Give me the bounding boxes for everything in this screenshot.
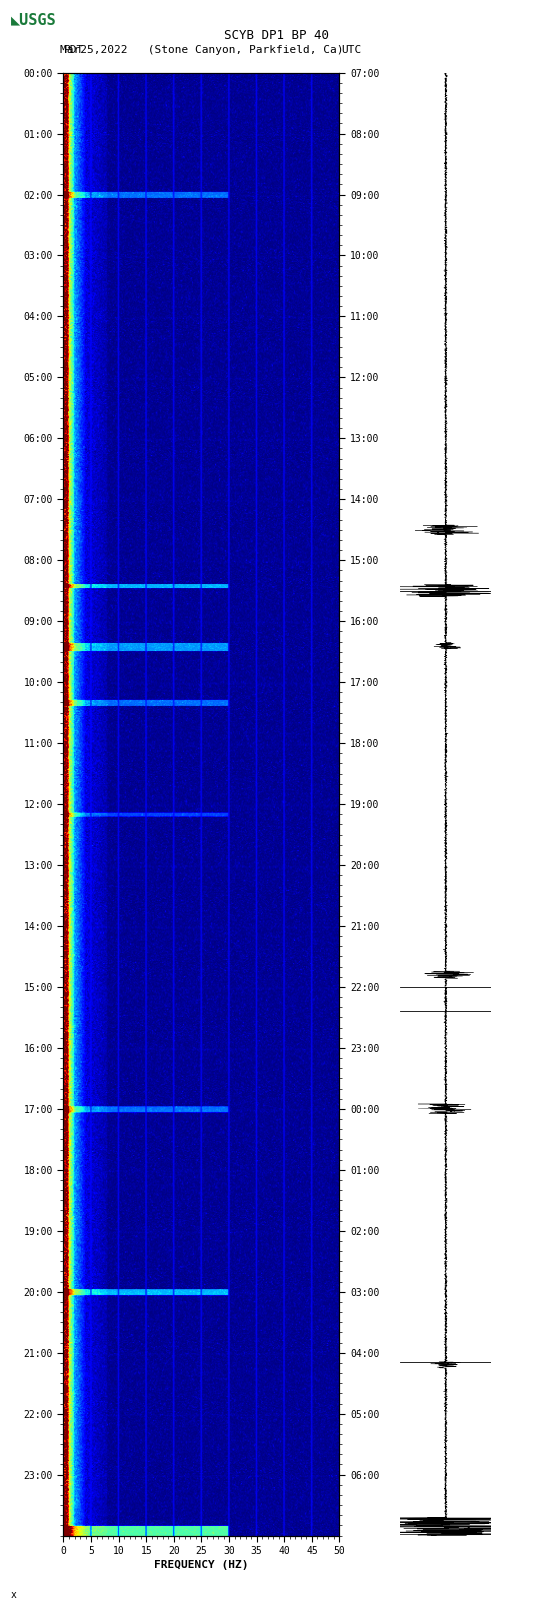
Text: SCYB DP1 BP 40: SCYB DP1 BP 40	[224, 29, 328, 42]
X-axis label: FREQUENCY (HZ): FREQUENCY (HZ)	[154, 1560, 249, 1569]
Text: ◣USGS: ◣USGS	[11, 13, 57, 27]
Text: PDT: PDT	[63, 45, 84, 55]
Text: Mar25,2022   (Stone Canyon, Parkfield, Ca): Mar25,2022 (Stone Canyon, Parkfield, Ca)	[60, 45, 343, 55]
Text: UTC: UTC	[341, 45, 362, 55]
Text: x: x	[11, 1590, 17, 1600]
